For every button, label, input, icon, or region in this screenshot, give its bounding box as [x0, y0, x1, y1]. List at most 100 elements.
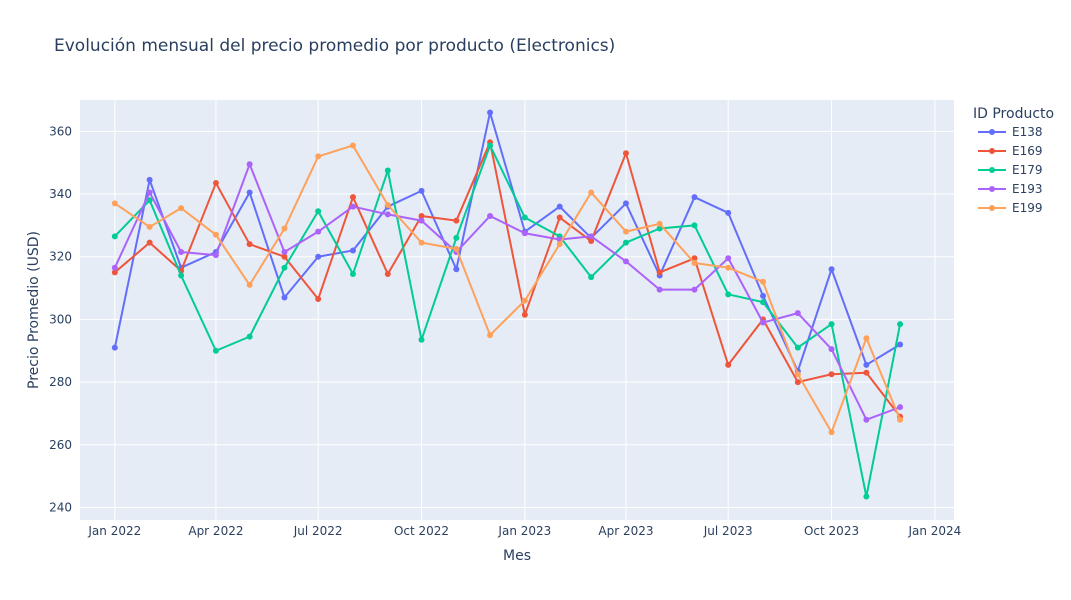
data-point[interactable]: [760, 319, 767, 326]
data-point[interactable]: [281, 249, 288, 256]
data-point[interactable]: [588, 274, 595, 281]
data-point[interactable]: [828, 346, 835, 353]
data-point[interactable]: [588, 238, 595, 245]
data-point[interactable]: [246, 281, 253, 288]
data-point[interactable]: [281, 264, 288, 271]
data-point[interactable]: [212, 252, 219, 259]
data-point[interactable]: [315, 228, 322, 235]
data-point[interactable]: [828, 321, 835, 328]
data-point[interactable]: [760, 299, 767, 306]
data-point[interactable]: [622, 239, 629, 246]
data-point[interactable]: [315, 253, 322, 260]
data-point[interactable]: [212, 180, 219, 187]
data-point[interactable]: [146, 176, 153, 183]
data-point[interactable]: [146, 189, 153, 196]
data-point[interactable]: [453, 266, 460, 273]
data-point[interactable]: [178, 205, 185, 212]
data-point[interactable]: [315, 153, 322, 160]
data-point[interactable]: [111, 344, 118, 351]
data-point[interactable]: [146, 239, 153, 246]
data-point[interactable]: [384, 167, 391, 174]
data-point[interactable]: [487, 109, 494, 116]
data-point[interactable]: [487, 142, 494, 149]
data-point[interactable]: [897, 404, 904, 411]
data-point[interactable]: [246, 161, 253, 168]
data-point[interactable]: [897, 416, 904, 423]
data-point[interactable]: [691, 222, 698, 229]
legend-item-e138[interactable]: E138: [978, 125, 1043, 139]
data-point[interactable]: [453, 245, 460, 252]
legend-item-e193[interactable]: E193: [978, 182, 1043, 196]
data-point[interactable]: [556, 241, 563, 248]
data-point[interactable]: [794, 310, 801, 317]
data-point[interactable]: [111, 233, 118, 240]
data-point[interactable]: [521, 297, 528, 304]
data-point[interactable]: [384, 211, 391, 218]
data-point[interactable]: [725, 255, 732, 262]
data-point[interactable]: [178, 272, 185, 279]
data-point[interactable]: [622, 258, 629, 265]
data-point[interactable]: [863, 361, 870, 368]
data-point[interactable]: [725, 361, 732, 368]
data-point[interactable]: [794, 344, 801, 351]
data-point[interactable]: [418, 336, 425, 343]
data-point[interactable]: [725, 209, 732, 216]
data-point[interactable]: [588, 233, 595, 240]
data-point[interactable]: [521, 311, 528, 318]
data-point[interactable]: [111, 269, 118, 276]
data-point[interactable]: [794, 379, 801, 386]
legend-item-e169[interactable]: E169: [978, 144, 1043, 158]
data-point[interactable]: [349, 203, 356, 210]
data-point[interactable]: [418, 212, 425, 219]
data-point[interactable]: [760, 278, 767, 285]
data-point[interactable]: [556, 214, 563, 221]
data-point[interactable]: [315, 296, 322, 303]
data-point[interactable]: [828, 429, 835, 436]
data-point[interactable]: [111, 200, 118, 207]
data-point[interactable]: [556, 203, 563, 210]
data-point[interactable]: [418, 217, 425, 224]
data-point[interactable]: [146, 223, 153, 230]
data-point[interactable]: [656, 286, 663, 293]
data-point[interactable]: [349, 270, 356, 277]
data-point[interactable]: [246, 189, 253, 196]
data-point[interactable]: [281, 253, 288, 260]
data-point[interactable]: [656, 269, 663, 276]
data-point[interactable]: [111, 264, 118, 271]
data-point[interactable]: [794, 371, 801, 378]
data-point[interactable]: [521, 214, 528, 221]
data-point[interactable]: [691, 255, 698, 262]
data-point[interactable]: [863, 335, 870, 342]
data-point[interactable]: [588, 189, 595, 196]
data-point[interactable]: [622, 150, 629, 157]
data-point[interactable]: [178, 249, 185, 256]
data-point[interactable]: [897, 341, 904, 348]
data-point[interactable]: [246, 333, 253, 340]
data-point[interactable]: [622, 200, 629, 207]
data-point[interactable]: [212, 231, 219, 238]
data-point[interactable]: [487, 212, 494, 219]
data-point[interactable]: [315, 208, 322, 215]
data-point[interactable]: [487, 332, 494, 339]
data-point[interactable]: [725, 291, 732, 298]
data-point[interactable]: [691, 194, 698, 201]
data-point[interactable]: [863, 493, 870, 500]
data-point[interactable]: [453, 234, 460, 241]
data-point[interactable]: [863, 416, 870, 423]
data-point[interactable]: [349, 194, 356, 201]
data-point[interactable]: [281, 294, 288, 301]
data-point[interactable]: [246, 241, 253, 248]
data-point[interactable]: [897, 321, 904, 328]
data-point[interactable]: [146, 197, 153, 204]
data-point[interactable]: [828, 371, 835, 378]
data-point[interactable]: [656, 225, 663, 232]
legend-item-e199[interactable]: E199: [978, 201, 1043, 215]
data-point[interactable]: [349, 142, 356, 149]
data-point[interactable]: [521, 230, 528, 237]
data-point[interactable]: [384, 270, 391, 277]
data-point[interactable]: [656, 220, 663, 227]
legend-item-e179[interactable]: E179: [978, 163, 1043, 177]
data-point[interactable]: [725, 264, 732, 271]
data-point[interactable]: [760, 292, 767, 299]
data-point[interactable]: [453, 217, 460, 224]
